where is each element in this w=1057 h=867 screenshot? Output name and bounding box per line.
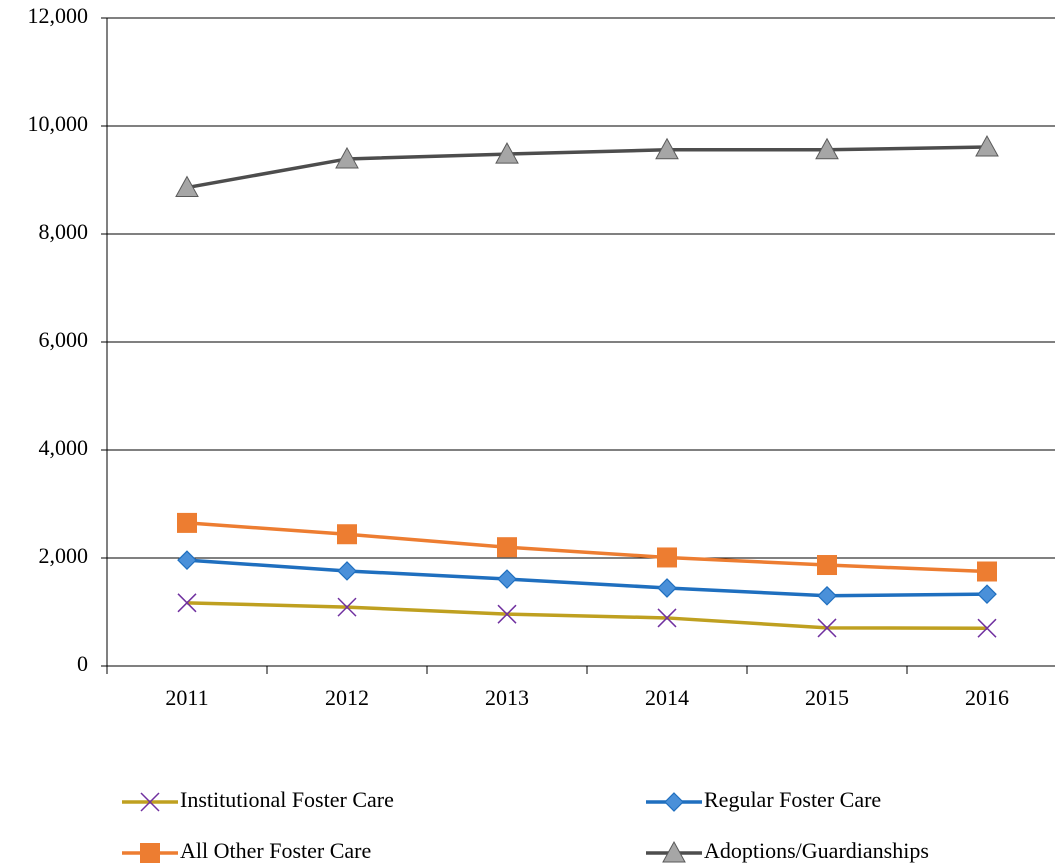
data-point bbox=[175, 175, 199, 198]
series-line bbox=[186, 521, 988, 574]
data-point bbox=[817, 618, 837, 638]
legend-label: Institutional Foster Care bbox=[180, 787, 394, 812]
data-point bbox=[817, 555, 837, 576]
data-point bbox=[655, 137, 679, 160]
x-tick-label: 2013 bbox=[485, 685, 529, 710]
y-tick-label: 12,000 bbox=[28, 3, 89, 28]
series-line bbox=[186, 601, 988, 630]
data-point bbox=[177, 550, 197, 571]
data-point bbox=[817, 585, 837, 606]
x-tick-label: 2015 bbox=[805, 685, 849, 710]
data-point bbox=[337, 597, 357, 617]
legend-label: All Other Foster Care bbox=[180, 838, 371, 863]
legend-marker bbox=[664, 792, 684, 812]
data-point bbox=[335, 146, 359, 169]
data-point bbox=[657, 578, 677, 598]
legend-marker bbox=[662, 840, 686, 863]
data-point bbox=[497, 537, 517, 558]
legend-marker bbox=[140, 843, 160, 863]
legend-marker bbox=[140, 792, 160, 812]
y-tick-label: 2,000 bbox=[39, 543, 89, 568]
data-point bbox=[497, 604, 517, 624]
y-tick-label: 8,000 bbox=[39, 219, 89, 244]
data-point bbox=[497, 569, 517, 589]
y-tick-label: 4,000 bbox=[39, 435, 89, 460]
data-point bbox=[177, 593, 197, 613]
data-point bbox=[977, 618, 997, 638]
data-point bbox=[977, 561, 997, 582]
data-point bbox=[177, 512, 197, 533]
data-point bbox=[657, 547, 677, 568]
data-point bbox=[657, 608, 677, 628]
data-point bbox=[977, 584, 997, 605]
data-point bbox=[337, 561, 357, 581]
data-point bbox=[495, 142, 519, 164]
data-point bbox=[815, 137, 839, 160]
y-tick-label: 10,000 bbox=[28, 111, 89, 136]
y-tick-label: 6,000 bbox=[39, 327, 89, 352]
x-tick-label: 2011 bbox=[165, 685, 208, 710]
x-tick-label: 2016 bbox=[965, 685, 1009, 710]
y-tick-label: 0 bbox=[77, 651, 88, 676]
legend-label: Adoptions/Guardianships bbox=[704, 838, 929, 863]
x-tick-label: 2012 bbox=[325, 685, 369, 710]
series-line bbox=[186, 145, 988, 190]
series-line bbox=[186, 558, 988, 598]
legend-label: Regular Foster Care bbox=[704, 787, 881, 812]
data-point bbox=[975, 135, 999, 157]
x-tick-label: 2014 bbox=[645, 685, 689, 710]
data-point bbox=[337, 524, 357, 545]
